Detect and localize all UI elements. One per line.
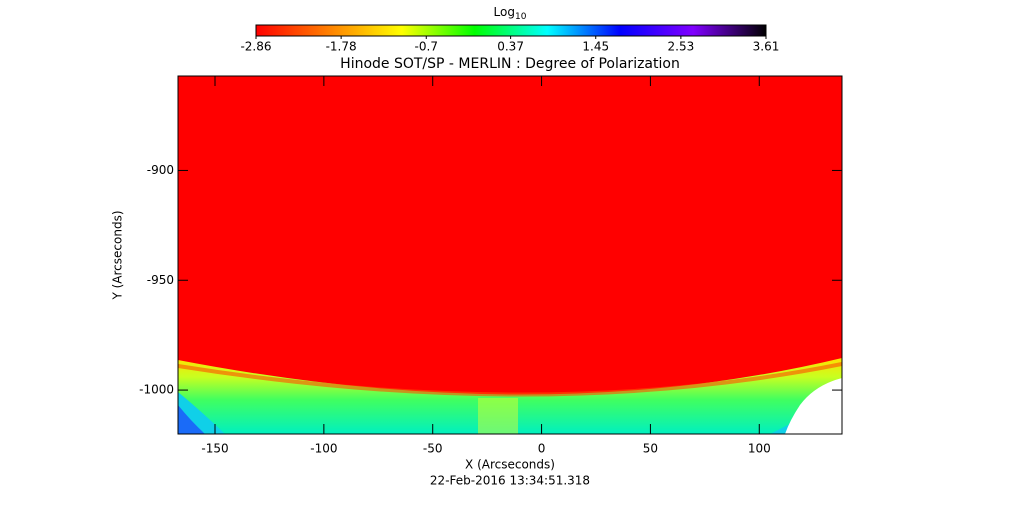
colorbar (255, 24, 767, 37)
solar-image (178, 76, 842, 434)
x-tick-label: -50 (423, 442, 443, 456)
x-tick-label: -100 (310, 442, 337, 456)
colorbar-tick-label: 3.61 (753, 40, 780, 54)
colorbar-tick-label: -2.86 (240, 40, 271, 54)
y-tick-label: -1000 (139, 383, 174, 397)
x-tick-label: -150 (201, 442, 228, 456)
x-tick-label: 100 (748, 442, 771, 456)
x-tick-label: 0 (538, 442, 546, 456)
plot-frame (177, 75, 843, 435)
y-axis-label: Y (Arcseconds) (111, 210, 125, 300)
colorbar-label: Log10 (494, 5, 527, 22)
colorbar-tick-label: 1.45 (582, 40, 609, 54)
colorbar-tick-label: 2.53 (668, 40, 695, 54)
colorbar-label-text: Log (494, 5, 515, 19)
y-tick-label: -950 (147, 273, 174, 287)
x-tick-label: 50 (643, 442, 658, 456)
colorbar-tick-label: 0.37 (497, 40, 524, 54)
x-axis-label: X (Arcseconds) (465, 458, 555, 472)
colorbar-tick-label: -1.78 (326, 40, 357, 54)
footer: 22-Feb-2016 13:34:51.318 (430, 474, 590, 488)
chart-title: Hinode SOT/SP - MERLIN : Degree of Polar… (340, 56, 680, 72)
y-tick-label: -900 (147, 163, 174, 177)
colorbar-label-subscript: 10 (515, 12, 527, 22)
colorbar-tick-label: -0.7 (415, 40, 438, 54)
